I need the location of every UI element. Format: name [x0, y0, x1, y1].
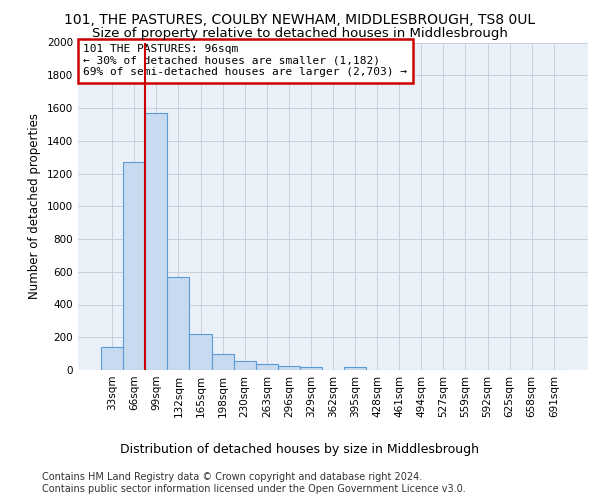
Bar	[212, 354, 233, 370]
Text: Contains HM Land Registry data © Crown copyright and database right 2024.: Contains HM Land Registry data © Crown c…	[42, 472, 422, 482]
Bar	[300, 366, 322, 370]
Text: Size of property relative to detached houses in Middlesbrough: Size of property relative to detached ho…	[92, 28, 508, 40]
Text: Distribution of detached houses by size in Middlesbrough: Distribution of detached houses by size …	[121, 442, 479, 456]
Bar	[344, 366, 366, 370]
Bar	[278, 366, 300, 370]
Bar	[145, 113, 167, 370]
Bar	[101, 347, 123, 370]
Bar	[167, 278, 190, 370]
Bar	[190, 334, 212, 370]
Text: 101, THE PASTURES, COULBY NEWHAM, MIDDLESBROUGH, TS8 0UL: 101, THE PASTURES, COULBY NEWHAM, MIDDLE…	[64, 12, 536, 26]
Bar	[123, 162, 145, 370]
Bar	[256, 364, 278, 370]
Y-axis label: Number of detached properties: Number of detached properties	[28, 114, 41, 299]
Text: 101 THE PASTURES: 96sqm
← 30% of detached houses are smaller (1,182)
69% of semi: 101 THE PASTURES: 96sqm ← 30% of detache…	[83, 44, 407, 78]
Text: Contains public sector information licensed under the Open Government Licence v3: Contains public sector information licen…	[42, 484, 466, 494]
Bar	[233, 361, 256, 370]
